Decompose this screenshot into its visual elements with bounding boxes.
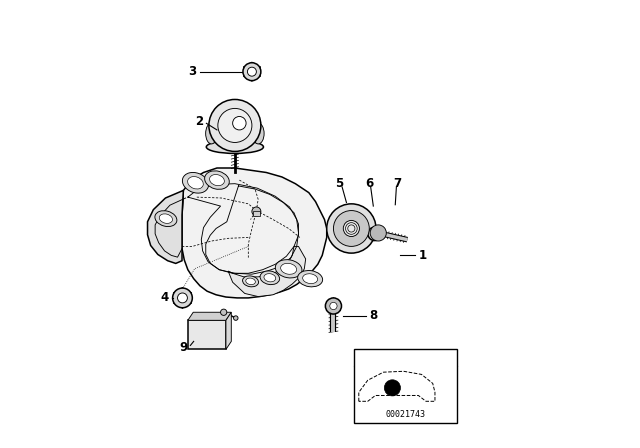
Text: 8: 8 bbox=[370, 309, 378, 323]
Ellipse shape bbox=[298, 271, 323, 287]
Ellipse shape bbox=[275, 260, 302, 278]
FancyBboxPatch shape bbox=[253, 211, 260, 216]
FancyBboxPatch shape bbox=[353, 349, 457, 423]
Circle shape bbox=[330, 302, 337, 310]
Polygon shape bbox=[182, 168, 326, 298]
Circle shape bbox=[173, 288, 192, 308]
Ellipse shape bbox=[159, 214, 173, 224]
Polygon shape bbox=[226, 312, 231, 349]
Circle shape bbox=[325, 298, 342, 314]
Circle shape bbox=[209, 99, 261, 151]
Ellipse shape bbox=[281, 263, 296, 274]
Text: 3: 3 bbox=[188, 65, 196, 78]
Circle shape bbox=[343, 220, 360, 237]
Circle shape bbox=[221, 309, 227, 315]
Text: 9: 9 bbox=[179, 340, 188, 354]
Text: 2: 2 bbox=[195, 115, 203, 129]
Text: 5: 5 bbox=[335, 177, 344, 190]
Ellipse shape bbox=[205, 171, 229, 190]
Circle shape bbox=[385, 380, 401, 396]
Circle shape bbox=[252, 207, 261, 216]
Circle shape bbox=[218, 108, 252, 142]
Polygon shape bbox=[228, 246, 306, 297]
Text: 7: 7 bbox=[393, 177, 401, 190]
Circle shape bbox=[177, 293, 188, 303]
Text: 6: 6 bbox=[365, 177, 373, 190]
FancyBboxPatch shape bbox=[188, 320, 226, 349]
Polygon shape bbox=[147, 190, 183, 263]
Circle shape bbox=[371, 231, 378, 237]
Text: 1: 1 bbox=[419, 249, 427, 262]
Circle shape bbox=[248, 67, 257, 76]
Circle shape bbox=[234, 316, 238, 320]
Ellipse shape bbox=[206, 141, 264, 154]
Circle shape bbox=[370, 225, 387, 241]
Circle shape bbox=[368, 227, 381, 241]
Ellipse shape bbox=[155, 211, 177, 227]
Ellipse shape bbox=[252, 123, 264, 144]
Ellipse shape bbox=[205, 123, 218, 144]
Circle shape bbox=[333, 211, 369, 246]
Ellipse shape bbox=[188, 177, 204, 189]
Ellipse shape bbox=[260, 271, 280, 284]
Circle shape bbox=[326, 204, 376, 253]
Ellipse shape bbox=[264, 274, 276, 282]
Ellipse shape bbox=[182, 172, 209, 193]
Polygon shape bbox=[188, 312, 231, 320]
Ellipse shape bbox=[209, 175, 225, 185]
Text: 00021743: 00021743 bbox=[385, 410, 425, 419]
Text: 4: 4 bbox=[160, 291, 168, 305]
Ellipse shape bbox=[243, 276, 259, 287]
Ellipse shape bbox=[303, 274, 317, 284]
Ellipse shape bbox=[246, 278, 255, 284]
Circle shape bbox=[233, 116, 246, 130]
Circle shape bbox=[243, 63, 261, 81]
